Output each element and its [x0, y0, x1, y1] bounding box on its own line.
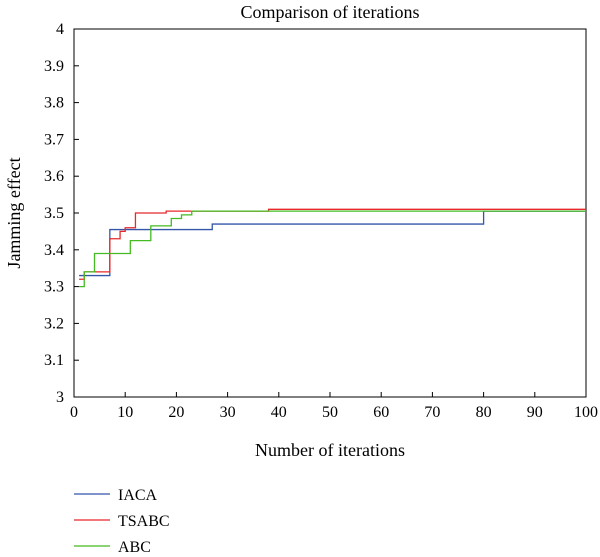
x-tick-label: 20 — [168, 404, 184, 421]
x-tick-label: 90 — [527, 404, 543, 421]
x-tick-label: 10 — [117, 404, 133, 421]
legend-label-tsabc: TSABC — [118, 513, 170, 530]
y-tick-label: 3.4 — [44, 242, 64, 259]
y-axis: 3 3.1 3.2 3.3 3.4 3.5 3.6 3.7 3.8 3.9 4 — [44, 21, 79, 406]
legend-label-abc: ABC — [118, 539, 151, 556]
x-axis-label: Number of iterations — [255, 440, 405, 460]
x-tick-label: 70 — [424, 404, 440, 421]
series-line-tsabc — [79, 208, 586, 280]
y-tick-label: 3 — [56, 389, 64, 406]
legend: IACA TSABC ABC — [74, 487, 170, 556]
series-line-abc — [79, 210, 586, 288]
y-tick-label: 3.9 — [44, 58, 64, 75]
series-lines — [79, 208, 586, 288]
series-line-iaca — [79, 210, 586, 277]
x-tick-label: 60 — [373, 404, 389, 421]
x-tick-label: 30 — [220, 404, 236, 421]
y-tick-label: 3.5 — [44, 205, 64, 222]
x-tick-label: 40 — [271, 404, 287, 421]
y-tick-label: 3.6 — [44, 168, 64, 185]
x-tick-label: 100 — [574, 404, 598, 421]
y-tick-label: 3.2 — [44, 315, 64, 332]
x-tick-label: 0 — [70, 404, 78, 421]
chart-title: Comparison of iterations — [241, 2, 420, 22]
y-tick-label: 4 — [56, 21, 64, 38]
x-tick-label: 50 — [322, 404, 338, 421]
y-tick-label: 3.3 — [44, 279, 64, 296]
y-tick-label: 3.8 — [44, 95, 64, 112]
x-axis: 0 10 20 30 40 50 60 70 80 90 100 — [70, 392, 598, 421]
y-tick-label: 3.1 — [44, 352, 64, 369]
y-tick-label: 3.7 — [44, 131, 64, 148]
x-tick-label: 80 — [476, 404, 492, 421]
y-axis-label: Jamming effect — [4, 157, 24, 268]
legend-label-iaca: IACA — [118, 487, 158, 504]
